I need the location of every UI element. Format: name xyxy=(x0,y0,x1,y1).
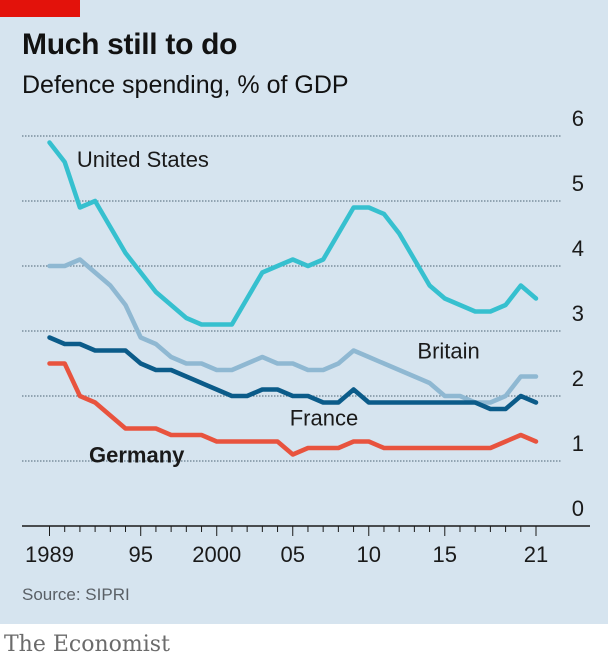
series-label-germany: Germany xyxy=(89,442,185,467)
series-line-united_states xyxy=(47,140,539,327)
x-tick-label-21: 21 xyxy=(524,542,548,567)
y-tick-label-6: 6 xyxy=(572,106,584,131)
x-axis: 1989 95 2000 05 10 15 21 xyxy=(25,526,548,567)
x-tick-label-15: 15 xyxy=(433,542,457,567)
y-tick-label-5: 5 xyxy=(572,171,584,196)
line-chart: 0 1 2 3 4 5 6 1989 95 2000 05 10 15 21 United States… xyxy=(22,106,590,567)
x-tick-label-10: 10 xyxy=(357,542,381,567)
y-tick-label-1: 1 xyxy=(572,431,584,456)
series-label-britain: Britain xyxy=(417,338,479,363)
y-axis-ticks: 0 1 2 3 4 5 6 xyxy=(572,106,584,521)
gridlines xyxy=(22,135,590,527)
y-tick-label-0: 0 xyxy=(572,496,584,521)
series-line-germany xyxy=(47,361,539,457)
chart-subtitle: Defence spending, % of GDP xyxy=(22,71,349,99)
x-tick-label-1989: 1989 xyxy=(25,542,74,567)
series-lines xyxy=(47,140,539,457)
series-labels: United States Britain France Germany xyxy=(77,147,480,467)
publisher-logo: The Economist xyxy=(4,632,170,657)
chart-title: Much still to do xyxy=(22,28,238,61)
series-label-france: France xyxy=(290,405,358,430)
series-line-france xyxy=(47,335,539,412)
y-tick-label-4: 4 xyxy=(572,236,584,261)
source-note: Source: SIPRI xyxy=(22,585,130,604)
x-tick-label-95: 95 xyxy=(128,542,152,567)
series-line-britain xyxy=(47,257,539,405)
x-tick-label-2000: 2000 xyxy=(192,542,241,567)
y-tick-label-2: 2 xyxy=(572,366,584,391)
series-label-united_states: United States xyxy=(77,147,209,172)
y-tick-label-3: 3 xyxy=(572,301,584,326)
chart-panel xyxy=(0,0,608,624)
brand-red-tag xyxy=(0,0,80,17)
x-tick-label-05: 05 xyxy=(281,542,305,567)
